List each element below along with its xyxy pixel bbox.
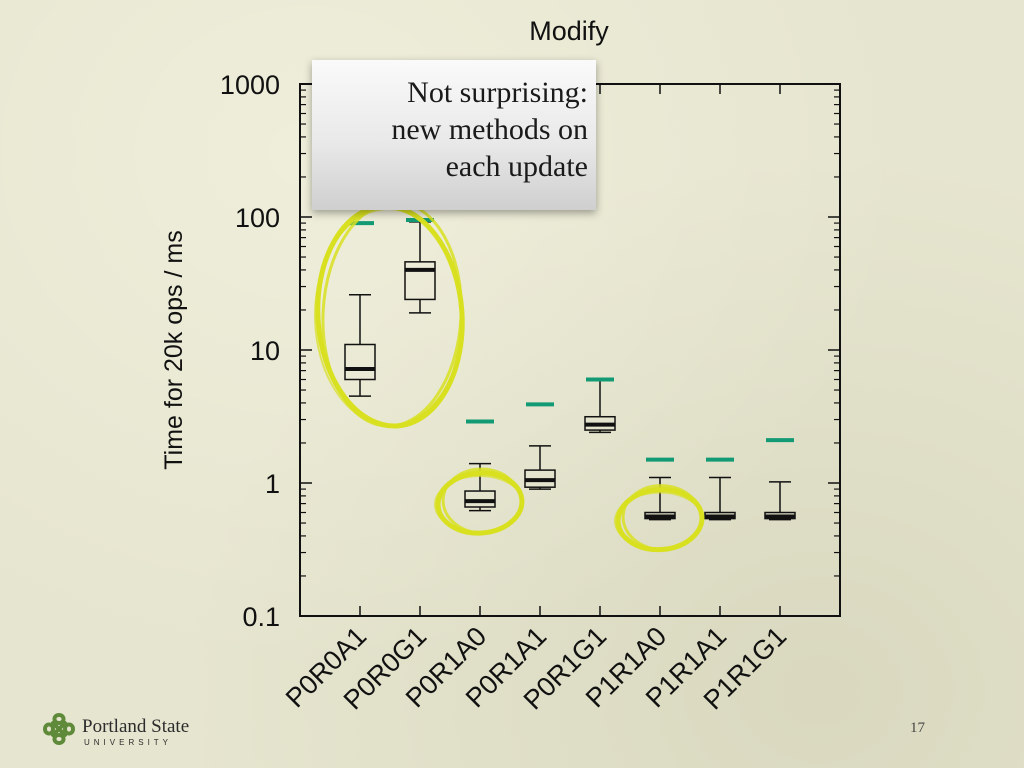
page-number: 17 — [910, 720, 925, 736]
iqr-box — [344, 343, 376, 381]
box-P0R1A1 — [524, 445, 556, 490]
y-tick-label: 100 — [235, 203, 280, 233]
iqr-box — [404, 261, 436, 301]
logo-name: Portland State — [82, 716, 190, 737]
chart-title: Modify — [529, 16, 609, 46]
box-P0R0G1 — [404, 221, 436, 314]
highlight-ellipse-stroke — [434, 475, 525, 534]
callout-line-3: each update — [445, 150, 588, 183]
callout-line-1: Not surprising: — [407, 76, 588, 109]
university-logo: Portland State UNIVERSITY — [42, 712, 242, 752]
y-axis-label: Time for 20k ops / ms — [160, 230, 188, 469]
highlight-ellipse — [315, 203, 465, 429]
y-axis-ticks: 0.1 1 10 100 1000 — [220, 70, 840, 632]
box-series — [344, 221, 796, 521]
box-P1R1A0 — [644, 476, 676, 521]
y-tick-label: 1000 — [220, 70, 280, 100]
minor-ticks — [300, 89, 840, 577]
logo-knot-icon — [42, 712, 76, 746]
highlight-ellipse-stroke — [441, 467, 523, 535]
box-P0R0A1 — [344, 294, 376, 397]
iqr-box — [464, 490, 496, 508]
box-P1R1G1 — [764, 481, 796, 521]
highlight-circles — [314, 200, 705, 553]
box-P1R1A1 — [704, 476, 736, 521]
logo-subtitle: UNIVERSITY — [84, 738, 173, 747]
y-tick-label: 10 — [250, 336, 280, 366]
y-tick-label: 0.1 — [242, 602, 280, 632]
box-P0R1G1 — [584, 378, 616, 434]
highlight-ellipse-stroke — [614, 491, 705, 550]
y-tick-label: 1 — [265, 469, 280, 499]
box-P0R1A0 — [464, 462, 496, 512]
callout-line-2: new methods on — [391, 113, 588, 146]
highlight-ellipse-stroke — [621, 484, 703, 552]
annotation-callout: Not surprising: new methods on each upda… — [312, 60, 596, 210]
